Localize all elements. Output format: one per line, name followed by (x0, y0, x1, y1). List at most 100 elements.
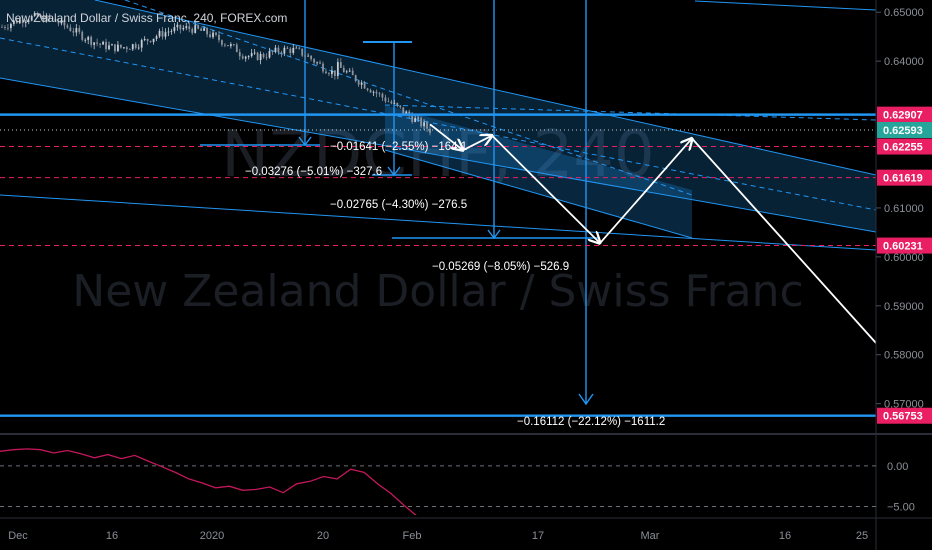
candle-body (226, 45, 229, 47)
candle-body (402, 107, 405, 114)
projection-segment (429, 123, 463, 150)
candle-body (399, 105, 402, 108)
price-tags: 0.62907 0.62593 0.62255 0.61619 0.60231 0.567… (877, 106, 932, 424)
candle-body (203, 28, 206, 31)
candle-body (378, 93, 381, 95)
candle-body (342, 67, 345, 73)
candle-body (247, 56, 250, 57)
candle-body (140, 40, 143, 48)
candle-body (152, 38, 155, 43)
price-tag-label: 0.62593 (883, 125, 923, 137)
projection-segment (691, 137, 876, 344)
candle-body (351, 70, 354, 76)
date-tick-label: 16 (106, 530, 118, 542)
date-tick-label: 25 (856, 530, 868, 542)
candle-body (375, 91, 378, 94)
price-levels (0, 113, 876, 417)
candle-body (39, 15, 42, 17)
candle-body (298, 47, 301, 49)
candle-body (280, 52, 283, 54)
candle-body (387, 101, 390, 103)
candle-body (87, 36, 90, 40)
candle-body (197, 25, 200, 29)
fan-line-c (384, 149, 693, 239)
candle-body (319, 62, 321, 64)
projection-segment (462, 136, 492, 152)
candle-body (81, 31, 84, 40)
candle-body (194, 25, 197, 33)
candle-body (69, 27, 72, 32)
date-tick-label: Dec (8, 530, 28, 542)
candle-body (10, 23, 12, 29)
price-tag-label: 0.62255 (883, 142, 923, 154)
candle-body (224, 44, 226, 46)
candle-body (209, 34, 211, 38)
candle-body (277, 47, 280, 53)
candle-body (206, 28, 208, 35)
candle-body (229, 44, 232, 47)
candle-body (250, 53, 253, 57)
candle-body (48, 15, 51, 19)
candle-body (75, 28, 78, 33)
date-tick-label: 17 (532, 530, 544, 542)
price-axis[interactable]: 0.65000 0.64000 0.61000 0.60000 0.59000 0.580… (876, 7, 924, 411)
candle-body (390, 101, 393, 104)
price-tag-box (877, 121, 932, 138)
trend-line-long (0, 194, 876, 251)
candle-body (345, 71, 348, 73)
measure-arrowhead-1 (298, 136, 312, 147)
price-tick-label: 0.57000 (884, 399, 924, 411)
candle-body (117, 44, 119, 52)
candle-body (200, 28, 203, 31)
price-candles (1, 11, 431, 136)
candle-body (36, 13, 39, 17)
oscillator-axis[interactable]: 0.00 −5.00 (887, 461, 915, 514)
channel-fill-upper (0, 0, 876, 232)
candle-body (84, 39, 87, 41)
candle-body (310, 55, 313, 60)
candle-body (336, 62, 339, 76)
candle-body (423, 122, 425, 127)
candle-body (328, 73, 330, 75)
candle-body (396, 102, 399, 106)
price-tag-box (877, 407, 932, 424)
projection-arrows (429, 123, 876, 344)
price-tick-label: 0.64000 (884, 56, 924, 68)
candle-body (381, 93, 384, 98)
candle-body (348, 70, 351, 72)
price-tick-label: 0.65000 (884, 7, 924, 19)
candle-body (363, 82, 366, 89)
price-tick-label: 0.61000 (884, 203, 924, 215)
date-axis[interactable]: Dec 16 2020 20 Feb 17 Mar 16 25 (8, 530, 868, 542)
candle-body (42, 15, 45, 22)
candle-body (30, 15, 33, 21)
date-tick-label: Feb (403, 530, 422, 542)
price-tick-label: 0.60000 (884, 252, 924, 264)
candle-body (96, 42, 99, 44)
candle-body (262, 53, 265, 58)
price-tag-label: 0.60231 (883, 241, 923, 253)
candle-body (63, 19, 66, 26)
channel-low-line (0, 77, 876, 233)
candle-body (1, 26, 3, 28)
candle-body (15, 20, 18, 24)
candle-body (331, 70, 333, 75)
candle-body (241, 56, 244, 59)
candle-body (429, 128, 431, 133)
candle-body (21, 19, 24, 24)
candle-body (146, 39, 149, 41)
candle-body (93, 42, 96, 45)
candle-body (417, 117, 420, 119)
candle-body (173, 27, 176, 32)
candle-body (333, 70, 336, 76)
candle-body (164, 32, 167, 37)
candle-body (286, 47, 289, 49)
candle-body (131, 44, 134, 50)
candle-body (102, 41, 104, 45)
candle-body (149, 40, 152, 43)
measure-arrowhead-2 (387, 166, 401, 177)
candle-body (420, 117, 422, 127)
fan-line-b (384, 104, 876, 121)
candle-body (72, 31, 75, 33)
